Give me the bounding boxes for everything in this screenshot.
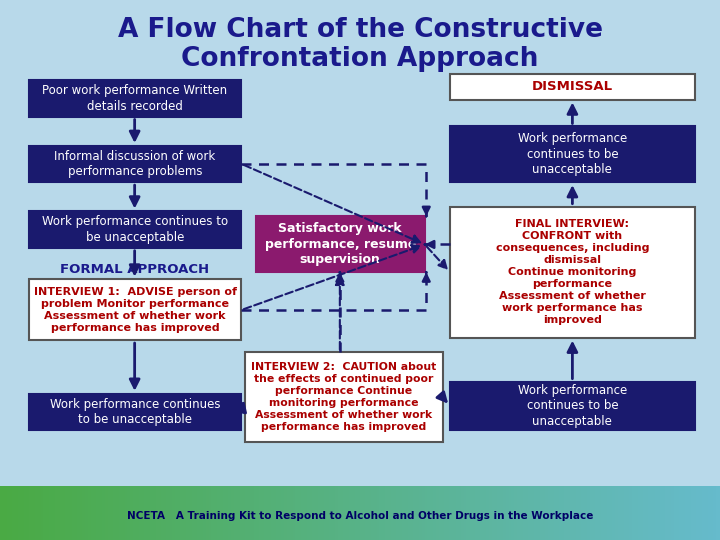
Text: Work performance continues
to be unacceptable: Work performance continues to be unaccep… (50, 397, 220, 426)
Text: NCETA   A Training Kit to Respond to Alcohol and Other Drugs in the Workplace: NCETA A Training Kit to Respond to Alcoh… (127, 511, 593, 521)
Text: Satisfactory work
performance, resume
supervision: Satisfactory work performance, resume su… (264, 222, 416, 266)
Text: INTERVIEW 1:  ADVISE person of
problem Monitor performance
Assessment of whether: INTERVIEW 1: ADVISE person of problem Mo… (34, 287, 236, 333)
Text: Confrontation Approach: Confrontation Approach (181, 46, 539, 72)
FancyBboxPatch shape (29, 80, 241, 117)
Text: Work performance
continues to be
unacceptable: Work performance continues to be unaccep… (518, 384, 627, 428)
FancyBboxPatch shape (29, 394, 241, 430)
Text: INTERVIEW 2:  CAUTION about
the effects of continued poor
performance Continue
m: INTERVIEW 2: CAUTION about the effects o… (251, 362, 436, 433)
Text: FINAL INTERVIEW:
CONFRONT with
consequences, including
dismissal
Continue monito: FINAL INTERVIEW: CONFRONT with consequen… (495, 219, 649, 325)
FancyBboxPatch shape (450, 126, 695, 183)
FancyBboxPatch shape (29, 212, 241, 248)
FancyBboxPatch shape (29, 146, 241, 183)
Text: Informal discussion of work
performance problems: Informal discussion of work performance … (55, 150, 215, 178)
Text: FORMAL APPROACH: FORMAL APPROACH (60, 263, 210, 276)
FancyBboxPatch shape (450, 381, 695, 430)
Text: Work performance continues to
be unacceptable: Work performance continues to be unaccep… (42, 215, 228, 244)
FancyBboxPatch shape (256, 216, 425, 272)
FancyBboxPatch shape (450, 75, 695, 99)
FancyBboxPatch shape (245, 352, 443, 442)
FancyBboxPatch shape (29, 280, 241, 340)
Text: DISMISSAL: DISMISSAL (532, 80, 613, 93)
Text: Poor work performance Written
details recorded: Poor work performance Written details re… (42, 84, 228, 113)
FancyBboxPatch shape (450, 206, 695, 338)
Text: Work performance
continues to be
unacceptable: Work performance continues to be unaccep… (518, 132, 627, 176)
Text: A Flow Chart of the Constructive: A Flow Chart of the Constructive (117, 17, 603, 43)
